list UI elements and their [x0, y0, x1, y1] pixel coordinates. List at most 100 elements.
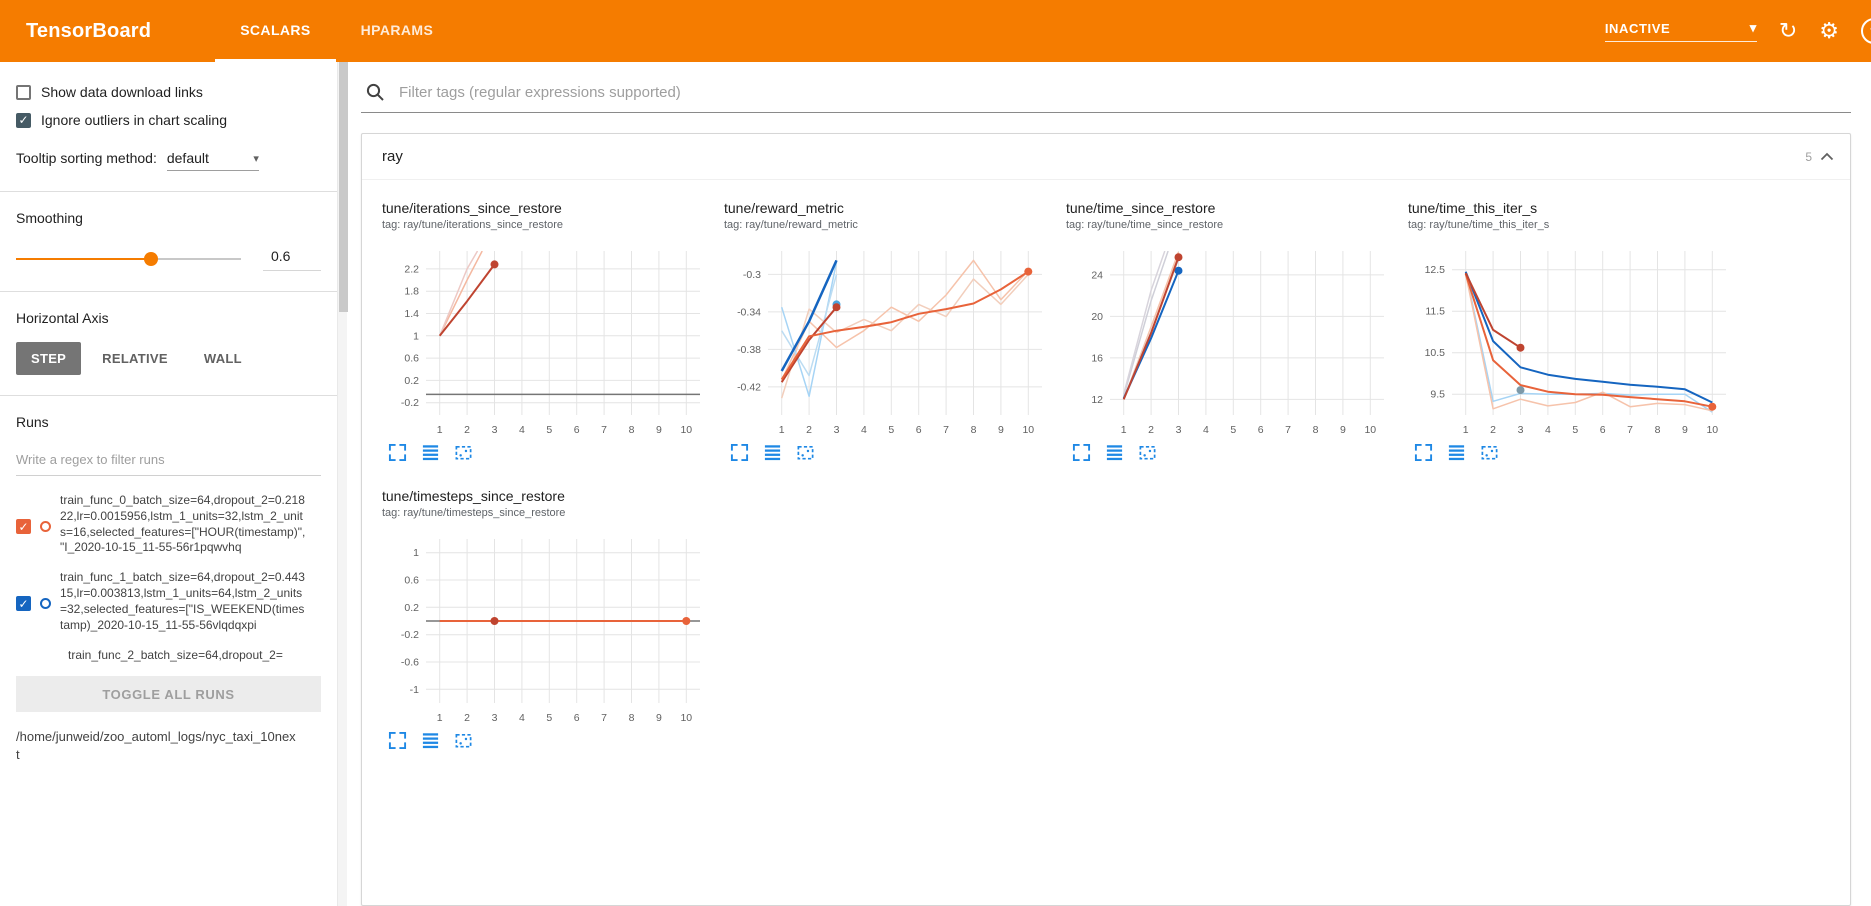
- sidebar-scrollbar[interactable]: [337, 62, 348, 906]
- chart-plot[interactable]: 1 2 3 4 5 6 7 8 9 10 -0.42 -0.38 -0.34 -0.3: [722, 241, 1052, 441]
- series-endpoint-smoothed-orange: [1708, 402, 1717, 411]
- tooltip-sorting-select[interactable]: default ▾: [166, 150, 259, 171]
- svg-text:4: 4: [519, 424, 525, 436]
- toggle-all-runs-button[interactable]: TOGGLE ALL RUNS: [16, 676, 321, 712]
- svg-text:1.8: 1.8: [404, 286, 419, 298]
- divider: [0, 191, 337, 192]
- chart-plot[interactable]: 1 2 3 4 5 6 7 8 9 10 -0.2 0.2 0.6 1 1.4 1.8 2.2: [380, 241, 710, 441]
- tooltip-sorting-label: Tooltip sorting method:: [16, 150, 157, 166]
- axis-options: STEP RELATIVE WALL: [16, 342, 321, 375]
- series-raw-blue-b: [781, 274, 838, 377]
- smoothing-fill: [16, 257, 151, 260]
- divider: [0, 395, 337, 396]
- svg-text:9: 9: [998, 424, 1004, 436]
- expand-chart-icon[interactable]: [388, 731, 407, 750]
- axis-option-wall[interactable]: WALL: [203, 351, 242, 366]
- svg-text:-0.2: -0.2: [401, 397, 419, 409]
- main-panel: ray 5 tune/iterations_since_restore tag: …: [347, 62, 1871, 906]
- chevron-up-icon: [1820, 152, 1834, 161]
- series-endpoint-point-slate: [1516, 386, 1525, 395]
- series-endpoint-smoothed-red: [1516, 343, 1525, 352]
- svg-text:6: 6: [574, 424, 580, 436]
- tab-hparams[interactable]: HPARAMS: [360, 21, 434, 38]
- svg-text:11.5: 11.5: [1425, 306, 1445, 318]
- toggle-y-axis-icon[interactable]: [421, 443, 440, 462]
- series-smoothed-red: [1464, 272, 1522, 349]
- svg-text:-0.6: -0.6: [401, 657, 419, 669]
- series-endpoint-point-red: [490, 617, 499, 625]
- show-download-links-option[interactable]: Show data download links: [16, 84, 321, 100]
- chart-plot[interactable]: 1 2 3 4 5 6 7 8 9 10 -1 -0.6 -0.2 0.2 0.6 1: [380, 529, 710, 729]
- svg-text:8: 8: [1655, 424, 1661, 436]
- chart-plot[interactable]: 1 2 3 4 5 6 7 8 9 10 9.5 10.5 11.5 12.5: [1406, 241, 1736, 441]
- chevron-down-icon: ▾: [253, 152, 259, 165]
- axis-option-relative[interactable]: RELATIVE: [102, 351, 168, 366]
- toggle-y-axis-icon[interactable]: [421, 731, 440, 750]
- fit-domain-icon[interactable]: [454, 443, 473, 462]
- svg-text:8: 8: [629, 712, 635, 724]
- tag-group-header[interactable]: ray 5: [362, 134, 1850, 180]
- run-checkbox[interactable]: ✓: [16, 596, 31, 612]
- smoothing-value[interactable]: 0.6: [263, 246, 321, 271]
- run-item[interactable]: ✓ train_func_0_batch_size=64,dropout_2=0.…: [16, 486, 321, 563]
- tag-group-collapse[interactable]: 5: [1805, 150, 1834, 164]
- run-item[interactable]: train_func_2_batch_size=64,dropout_2=: [16, 641, 321, 671]
- fit-domain-icon[interactable]: [1480, 443, 1499, 462]
- fit-domain-icon[interactable]: [796, 443, 815, 462]
- smoothing-thumb[interactable]: [144, 251, 158, 266]
- run-label: train_func_1_batch_size=64,dropout_2=0.4…: [60, 570, 305, 632]
- fit-domain-icon[interactable]: [1138, 443, 1157, 462]
- toggle-y-axis-icon[interactable]: [1447, 443, 1466, 462]
- settings-gear-icon[interactable]: ⚙: [1819, 18, 1839, 43]
- svg-text:3: 3: [492, 424, 498, 436]
- refresh-icon[interactable]: ↻: [1778, 18, 1798, 43]
- help-icon[interactable]: ?: [1861, 18, 1871, 44]
- chart-title: tune/time_since_restore: [1066, 200, 1216, 216]
- series-raw-orange: [1464, 273, 1713, 412]
- tag-filter-row: [361, 82, 1851, 113]
- expand-chart-icon[interactable]: [1072, 443, 1091, 462]
- series-raw-blue: [1464, 271, 1713, 413]
- smoothing-slider[interactable]: [16, 251, 241, 266]
- tab-scalars[interactable]: SCALARS: [215, 0, 336, 62]
- expand-chart-icon[interactable]: [730, 443, 749, 462]
- run-checkbox[interactable]: ✓: [16, 519, 31, 534]
- svg-text:10.5: 10.5: [1425, 347, 1446, 359]
- series-smoothed-orange: [1464, 273, 1713, 408]
- svg-text:0.2: 0.2: [404, 375, 419, 387]
- run-color-swatch[interactable]: [40, 521, 51, 532]
- toggle-y-axis-icon[interactable]: [1105, 443, 1124, 462]
- axis-option-step[interactable]: STEP: [16, 342, 82, 375]
- checkbox[interactable]: ✓: [16, 112, 31, 128]
- svg-text:2: 2: [1148, 424, 1154, 436]
- fit-domain-icon[interactable]: [454, 731, 473, 750]
- svg-text:1: 1: [779, 424, 785, 436]
- tag-filter-input[interactable]: [397, 82, 1849, 102]
- runs-filter-input[interactable]: [16, 446, 321, 476]
- ignore-outliers-option[interactable]: ✓ Ignore outliers in chart scaling: [16, 112, 321, 128]
- svg-text:1: 1: [413, 330, 419, 342]
- expand-chart-icon[interactable]: [388, 443, 407, 462]
- checkbox[interactable]: [16, 84, 31, 100]
- smoothing-control: 0.6: [16, 246, 321, 271]
- svg-text:1: 1: [437, 712, 443, 724]
- svg-text:8: 8: [629, 424, 635, 436]
- sidebar-scrollbar-thumb[interactable]: [339, 62, 348, 312]
- option-label: Show data download links: [41, 84, 203, 100]
- svg-text:7: 7: [1627, 424, 1633, 436]
- svg-text:10: 10: [1022, 424, 1034, 436]
- chart-toolbar: [1414, 443, 1748, 462]
- run-item[interactable]: ✓ train_func_1_batch_size=64,dropout_2=0.…: [16, 563, 321, 640]
- status-dropdown[interactable]: INACTIVE ▾: [1604, 20, 1757, 42]
- chart-card-time_this_iter_s: tune/time_this_iter_s tag: ray/tune/time_…: [1406, 184, 1748, 462]
- run-color-swatch[interactable]: [40, 598, 51, 610]
- svg-text:16: 16: [1091, 352, 1103, 364]
- svg-text:5: 5: [1230, 424, 1236, 436]
- expand-chart-icon[interactable]: [1414, 443, 1433, 462]
- smoothing-label: Smoothing: [16, 210, 83, 226]
- runs-label: Runs: [16, 414, 49, 430]
- svg-text:5: 5: [1572, 424, 1578, 436]
- svg-text:9.5: 9.5: [1430, 389, 1445, 401]
- toggle-y-axis-icon[interactable]: [763, 443, 782, 462]
